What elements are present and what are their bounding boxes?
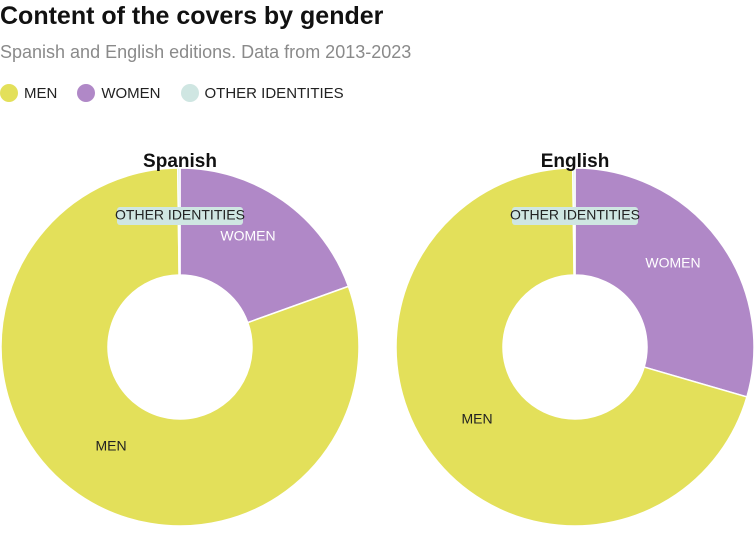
slice-label-women: WOMEN	[220, 228, 275, 244]
slice-label-men: MEN	[461, 411, 492, 427]
label-background-other-identities	[117, 207, 243, 225]
legend-item-other-identities: OTHER IDENTITIES	[180, 84, 344, 102]
slice-label-women: WOMEN	[645, 255, 700, 271]
legend-swatch-men	[0, 84, 18, 102]
slice-label-other-identities: OTHER IDENTITIES	[115, 207, 245, 223]
slice-men	[0, 167, 360, 527]
slice-men	[395, 167, 748, 527]
slice-label-men: MEN	[95, 438, 126, 454]
donut-english: English WOMEN MEN OTHER IDENTITIES	[395, 151, 754, 527]
slice-women	[179, 167, 350, 324]
legend-item-women: WOMEN	[77, 84, 161, 102]
chart-subtitle: Spanish and English editions. Data from …	[0, 42, 412, 62]
legend-item-men: MEN	[0, 84, 57, 102]
legend-swatch-other-identities	[180, 84, 199, 102]
slice-label-other-identities: OTHER IDENTITIES	[510, 207, 640, 223]
slice-women	[574, 167, 754, 398]
legend-label-other-identities: OTHER IDENTITIES	[204, 84, 344, 102]
donut-spanish: Spanish WOMEN MEN OTHER IDENTITIES	[0, 151, 360, 527]
donut-title: Spanish	[143, 151, 217, 172]
donut-title: English	[541, 151, 610, 172]
legend-swatch-women	[77, 84, 96, 102]
legend-label-women: WOMEN	[101, 84, 161, 102]
legend-label-men: MEN	[24, 84, 58, 102]
label-background-other-identities	[512, 207, 638, 225]
legend: MEN WOMEN OTHER IDENTITIES	[0, 84, 364, 102]
chart-title: Content of the covers by gender	[0, 2, 384, 30]
